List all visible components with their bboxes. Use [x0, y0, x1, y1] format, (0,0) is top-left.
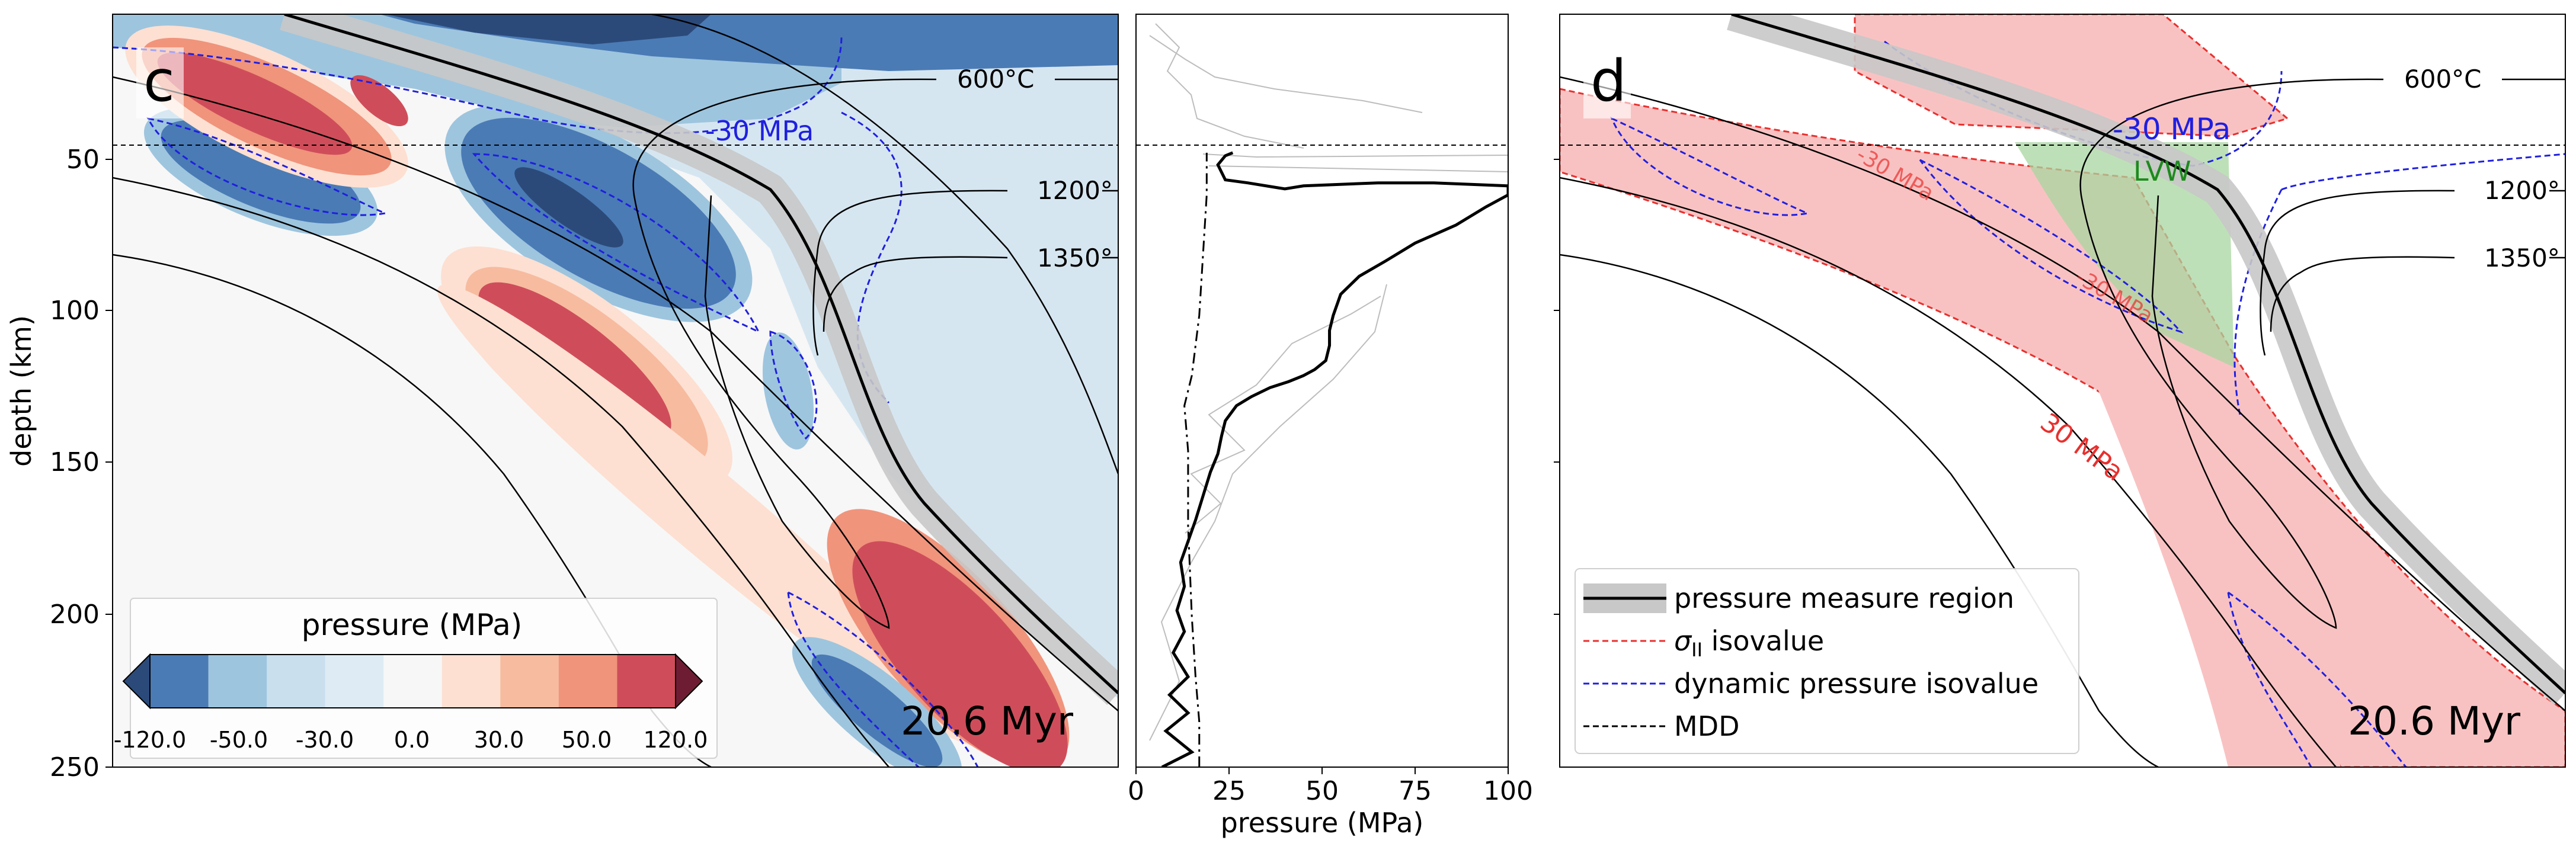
colorbar-cell	[558, 655, 617, 708]
panel-d-isotherm-label-1350: 1350°	[2484, 243, 2560, 272]
panel-c-dark-blue-top	[385, 14, 711, 44]
panel-c-contour-label: -30 MPa	[705, 115, 814, 147]
ytick-label: 250	[50, 752, 100, 783]
panel-c-isotherm-1350	[823, 256, 1118, 332]
panel-c-letter: c	[143, 48, 175, 114]
middle-x-axis-label: pressure (MPa)	[1221, 807, 1424, 839]
colorbar-tick-label: 120.0	[644, 727, 708, 753]
ytick-label: 150	[50, 447, 100, 477]
panel-d-pink-sigma-region	[1560, 88, 2565, 767]
panel-d-pink-sigma-region-upper	[1854, 14, 2290, 137]
legend-label-region: pressure measure region	[1674, 582, 2014, 614]
panel-c-time-label: 20.6 Myr	[901, 698, 1074, 744]
panel-c-slab-top-bold	[284, 14, 1118, 694]
panel-c-isotherm-label-1200: 1200°	[1037, 176, 1113, 205]
y-axis	[105, 159, 1560, 768]
colorbar-cell	[500, 655, 559, 708]
panel-d-letter: d	[1591, 48, 1627, 114]
panel-d-time-label: 20.6 Myr	[2348, 698, 2521, 744]
colorbar-cell	[383, 655, 443, 708]
panel-middle-pressure-profile	[1136, 14, 1508, 767]
colorbar-tick-label: -120.0	[114, 727, 187, 753]
middle-xtick-label: 75	[1399, 776, 1432, 806]
colorbar-tick-label: 0.0	[394, 727, 430, 753]
colorbar-tick-label: 50.0	[562, 727, 612, 753]
profile-line-dashdot	[1183, 152, 1208, 767]
panel-d-pink-lower-band	[2074, 332, 2341, 767]
panel-d-overlays	[1560, 14, 2565, 767]
middle-xtick-label: 0	[1128, 776, 1144, 806]
panel-c-isotherm-label-1350: 1350°	[1037, 243, 1113, 272]
colorbar: pressure (MPa) -120.0 -50.0 -30.0 0.0 30…	[114, 598, 718, 759]
colorbar-cell	[441, 655, 501, 708]
panel-c-overlays	[113, 14, 1118, 767]
legend-label-sigma: σII isovalue	[1674, 625, 1824, 661]
ytick-label: 200	[50, 599, 100, 630]
colorbar-title: pressure (MPa)	[302, 608, 523, 642]
panel-d-slab-line-3	[1560, 254, 2159, 767]
profile-line-mean	[1161, 151, 1508, 767]
panel-d-slab-line-2	[1560, 177, 2337, 767]
panel-d-lvw-region	[2015, 142, 2234, 367]
panel-d-isotherm-label-600: 600°C	[2404, 65, 2482, 94]
panel-d-isotherm-1350	[2270, 256, 2565, 332]
panel-d-slab-line-1	[1560, 76, 2565, 711]
middle-xtick-label: 50	[1305, 776, 1339, 806]
panel-d-contour-label-blue: -30 MPa	[2113, 112, 2231, 146]
panel-c-isotherm-label-600: 600°C	[957, 65, 1035, 94]
colorbar-cell	[150, 655, 209, 708]
colorbar-cell	[325, 655, 384, 708]
legend-label-dynamic: dynamic pressure isovalue	[1674, 668, 2039, 700]
legend: pressure measure region σII isovalue dyn…	[1575, 568, 2079, 754]
panel-d-frame	[1559, 14, 2566, 768]
middle-data-profiles	[1161, 151, 1508, 767]
colorbar-tick-label: -30.0	[296, 727, 354, 753]
colorbar-tick-label: -50.0	[210, 727, 268, 753]
middle-xtick-label: 100	[1483, 776, 1533, 806]
panel-d-lvw-label: LVW	[2133, 155, 2191, 187]
colorbar-frame	[149, 654, 676, 708]
panel-c-slab-line-2	[113, 177, 889, 767]
panel-c-wedge-light-blue	[113, 14, 1118, 699]
legend-label-mdd: MDD	[1674, 710, 1740, 742]
y-axis-label: depth (km)	[5, 315, 37, 467]
panel-c-slab-line-1	[113, 76, 1118, 711]
ytick-label: 100	[50, 296, 100, 326]
panel-c-isotherm-600	[632, 78, 1118, 629]
panel-d-isotherm-label-1200: 1200°	[2484, 176, 2560, 205]
panel-d-isotherm-1200	[2260, 190, 2565, 356]
colorbar-cell	[208, 655, 267, 708]
middle-x-ticks	[1135, 767, 1509, 774]
colorbar-tick-label: 30.0	[474, 727, 524, 753]
panel-d-isotherm-600	[2079, 78, 2565, 629]
panel-c-isotherm-1200	[812, 190, 1118, 356]
middle-xtick-label: 25	[1212, 776, 1246, 806]
panel-d-slab-top-bold	[1731, 14, 2565, 694]
panel-c-pressure-field	[113, 14, 1118, 767]
panel-c-frame	[112, 14, 1119, 768]
ytick-label: 50	[66, 145, 100, 175]
colorbar-cell	[267, 655, 326, 708]
colorbar-cell	[617, 655, 676, 708]
panel-c-slab-line-4	[651, 14, 1118, 474]
